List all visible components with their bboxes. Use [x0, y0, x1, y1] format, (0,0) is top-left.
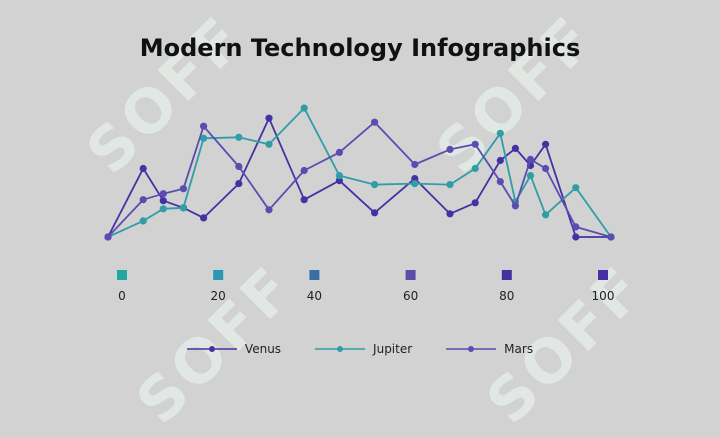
x-tick-label: 20 [211, 289, 226, 303]
data-point-mars[interactable] [496, 178, 504, 186]
legend: Venus Jupiter Mars [0, 342, 720, 356]
tick-marker [117, 270, 127, 280]
x-tick-label: 40 [307, 289, 322, 303]
series-jupiter [104, 104, 615, 241]
data-point-jupiter[interactable] [526, 172, 535, 180]
data-point-mars[interactable] [572, 223, 580, 231]
legend-item-venus[interactable]: Venus [186, 342, 282, 356]
data-point-jupiter[interactable] [446, 181, 454, 189]
data-point-venus[interactable] [200, 214, 208, 222]
data-point-venus[interactable] [265, 114, 273, 122]
data-point-mars[interactable] [446, 145, 454, 153]
line-chart: 0 20 40 60 80 100 [104, 104, 615, 303]
chart-title: Modern Technology Infographics [139, 34, 581, 62]
tick-marker [405, 270, 416, 280]
x-tick-label: 100 [592, 289, 615, 303]
data-point-venus[interactable] [335, 177, 343, 185]
data-point-mars[interactable] [411, 160, 419, 169]
data-point-mars[interactable] [542, 164, 550, 173]
x-tick-label: 60 [403, 289, 418, 303]
data-point-mars[interactable] [139, 196, 147, 204]
data-point-jupiter[interactable] [335, 172, 343, 180]
data-point-mars[interactable] [235, 162, 243, 171]
legend-item-mars[interactable]: Mars [446, 342, 533, 356]
data-point-mars[interactable] [104, 233, 112, 241]
data-point-venus[interactable] [371, 209, 379, 217]
tick-marker [213, 270, 224, 280]
x-tick-label: 80 [499, 289, 514, 303]
legend-label: Jupiter [373, 342, 413, 356]
data-point-jupiter[interactable] [265, 140, 273, 148]
series-line-mars [107, 121, 612, 238]
data-point-mars[interactable] [300, 166, 308, 175]
data-point-mars[interactable] [526, 155, 535, 163]
series-line-jupiter [107, 107, 612, 238]
series-venus [104, 114, 615, 241]
data-point-mars[interactable] [159, 190, 167, 198]
legend-item-jupiter[interactable]: Jupiter [315, 342, 412, 356]
tick-marker [598, 270, 608, 280]
legend-swatch [186, 346, 237, 352]
data-point-mars[interactable] [511, 202, 519, 210]
legend-swatch [315, 346, 366, 352]
data-point-jupiter[interactable] [542, 211, 550, 219]
data-point-mars[interactable] [471, 140, 479, 148]
data-point-venus[interactable] [572, 233, 580, 241]
data-point-jupiter[interactable] [159, 205, 167, 213]
data-point-jupiter[interactable] [371, 181, 379, 189]
data-point-jupiter[interactable] [572, 184, 580, 192]
data-point-jupiter[interactable] [411, 180, 419, 188]
data-point-mars[interactable] [265, 206, 273, 214]
data-point-venus[interactable] [446, 210, 454, 218]
data-point-jupiter[interactable] [300, 104, 308, 112]
data-point-venus[interactable] [542, 140, 550, 148]
data-point-jupiter[interactable] [235, 133, 243, 141]
series-mars [104, 118, 615, 241]
data-point-mars[interactable] [371, 118, 379, 126]
tick-marker [501, 270, 512, 280]
data-point-jupiter[interactable] [471, 164, 479, 173]
data-point-mars[interactable] [335, 148, 343, 156]
data-point-jupiter[interactable] [200, 134, 208, 142]
legend-label: Venus [244, 342, 282, 356]
data-point-jupiter[interactable] [496, 129, 504, 137]
data-point-mars[interactable] [607, 233, 615, 241]
legend-swatch [446, 346, 497, 352]
x-axis-ticks: 0 20 40 60 80 100 [117, 270, 614, 303]
data-point-mars[interactable] [200, 122, 208, 130]
data-point-venus[interactable] [411, 175, 419, 183]
legend-label: Mars [504, 342, 534, 356]
data-point-venus[interactable] [300, 196, 308, 204]
data-point-mars[interactable] [179, 185, 187, 193]
x-tick-label: 0 [118, 289, 126, 303]
data-point-venus[interactable] [159, 197, 167, 205]
data-point-venus[interactable] [235, 180, 243, 188]
tick-marker [309, 270, 320, 280]
data-point-venus[interactable] [139, 164, 147, 173]
data-point-venus[interactable] [496, 156, 504, 165]
data-point-jupiter[interactable] [179, 204, 187, 212]
data-point-jupiter[interactable] [139, 217, 147, 225]
data-point-venus[interactable] [471, 199, 479, 207]
series-layer [104, 104, 615, 241]
data-point-venus[interactable] [511, 144, 519, 152]
